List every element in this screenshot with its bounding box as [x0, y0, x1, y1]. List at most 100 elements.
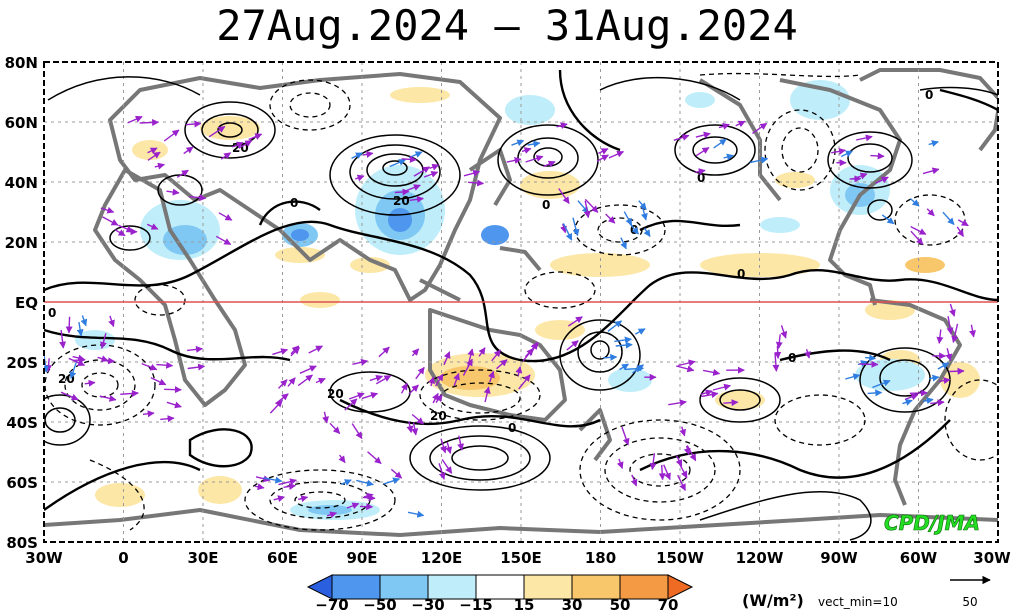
lon-label: 30W — [973, 549, 1011, 567]
vector-arrow — [408, 384, 419, 395]
colorbar-tick: −50 — [363, 596, 396, 612]
vector-arrow — [363, 492, 374, 500]
vector-arrow — [881, 214, 895, 225]
vector-arrow — [146, 223, 159, 230]
lon-label: 120W — [736, 549, 784, 567]
vector-arrow — [605, 213, 616, 224]
vector-arrow — [407, 510, 425, 518]
vector-arrow — [338, 454, 346, 464]
colorbar: −70 −50 −30 −15 15 30 50 70 (W/m²) vect_… — [306, 574, 898, 612]
vector-arrow — [859, 360, 879, 368]
colorbar-seg — [379, 574, 429, 600]
contour-label: 0 — [290, 196, 298, 210]
vector-arrow — [254, 483, 265, 491]
vector-arrow — [299, 365, 317, 374]
vector-arrow — [378, 346, 390, 358]
vector-arrow — [413, 166, 431, 177]
vector-arrow — [351, 152, 363, 160]
vector-arrow — [423, 170, 439, 178]
contour-label: 0 — [737, 267, 745, 281]
colorbar-seg — [331, 574, 381, 600]
lat-label: 20S — [6, 354, 38, 372]
vector-arrow — [614, 336, 632, 344]
vector-arrow — [463, 169, 481, 177]
vector-arrow — [951, 323, 959, 343]
reference-vector-label: 50 — [962, 595, 977, 609]
vector-arrow — [346, 502, 360, 510]
vector-arrow — [108, 315, 115, 328]
vector-arrow — [290, 347, 300, 357]
vector-arrow — [700, 389, 713, 397]
vector-arrow — [468, 179, 485, 187]
vector-arrow — [949, 367, 965, 375]
lon-axis: 30W 0 30E 60E 90E 120E 150E 180 150W 120… — [25, 549, 1011, 567]
vector-arrow — [269, 399, 283, 414]
vector-arrow — [702, 368, 721, 376]
colorbar-tick: −70 — [315, 596, 348, 612]
vector-arrow — [875, 176, 889, 184]
vector-arrow — [632, 364, 644, 374]
vector-arrow — [359, 503, 374, 511]
vector-arrow — [922, 397, 934, 405]
vector-arrow — [621, 426, 630, 446]
vector-arrow — [114, 229, 126, 237]
vector-arrow — [904, 393, 919, 401]
vector-arrow — [232, 141, 244, 149]
vector-arrow — [326, 511, 338, 519]
vector-arrow — [362, 494, 376, 502]
vector-arrow — [150, 377, 167, 386]
vector-arrow — [865, 354, 877, 362]
vector-arrow — [429, 163, 440, 171]
contour-label: 0 — [508, 421, 516, 435]
vector-arrow — [615, 341, 633, 349]
vector-arrow — [185, 120, 202, 128]
colorbar-tick: 70 — [658, 596, 679, 612]
vector-arrow — [362, 150, 374, 158]
vector-arrow — [735, 120, 746, 128]
vector-arrow — [59, 329, 67, 349]
vector-arrow — [411, 422, 419, 436]
vector-arrow — [97, 355, 109, 363]
lon-label: 90W — [820, 549, 858, 567]
vector-arrow — [164, 386, 182, 394]
vector-arrow — [344, 398, 358, 411]
vector-arrow — [445, 442, 453, 454]
lat-label: 40N — [5, 174, 38, 192]
vector-arrow — [176, 169, 189, 178]
vector-arrow — [120, 389, 139, 397]
colorbar-seg — [619, 574, 669, 600]
vector-arrow — [638, 200, 647, 210]
vector-arrow — [772, 352, 780, 372]
vector-arrow — [515, 366, 523, 377]
vector-arrow — [30, 334, 32, 351]
vector-arrow — [683, 445, 691, 456]
vector-arrow — [607, 320, 623, 332]
vector-arrow — [443, 351, 451, 366]
vector-arrow — [529, 341, 538, 356]
vector-arrow — [278, 478, 297, 486]
map-title: 27Aug.2024 – 31Aug.2024 — [216, 1, 798, 50]
lat-label: 20N — [5, 234, 38, 252]
vector-arrow — [394, 188, 410, 196]
vector-arrow — [527, 140, 541, 148]
vector-arrow — [432, 392, 439, 404]
vector-arrow — [283, 483, 297, 490]
vector-arrow — [248, 133, 263, 141]
vector-arrow — [478, 347, 486, 357]
vector-arrow — [183, 146, 194, 155]
vector-arrow — [435, 373, 444, 387]
vector-arrow — [440, 438, 447, 454]
coastlines — [44, 68, 998, 537]
vector-arrow — [751, 122, 768, 134]
lat-label: 60N — [5, 114, 38, 132]
vector-arrow — [99, 394, 117, 402]
vector-arrow — [521, 147, 532, 154]
vector-arrow — [620, 237, 627, 250]
colorbar-tick: 30 — [562, 596, 583, 612]
lon-label: 60W — [900, 549, 938, 567]
vector-arrow — [831, 147, 846, 155]
vector-arrow — [556, 122, 568, 130]
vector-arrow — [383, 477, 401, 485]
vector-arrow — [409, 195, 424, 203]
credit-label: CPD/JMA — [884, 511, 980, 535]
